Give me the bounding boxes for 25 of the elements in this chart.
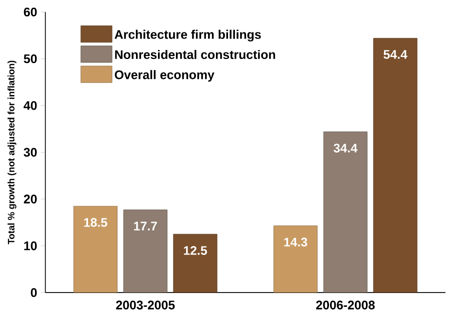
data-label: 14.3 [284,238,308,246]
legend-label: Architecture firm billings [114,30,261,42]
x-tick-label: 2003-2005 [116,300,175,310]
y-tick-label: 50 [24,54,37,64]
data-label: 17.7 [134,222,157,230]
legend-label: Nonresidental construction [115,50,276,60]
bar [173,234,218,293]
data-label: 12.5 [184,246,207,255]
bar [323,131,368,293]
x-tick-label: 2006-2008 [316,300,375,310]
y-tick-label: 10 [24,241,37,250]
bar [373,38,418,293]
y-tick-label: 30 [24,148,37,157]
legend-label: Overall economy [114,70,214,82]
y-axis-title: Total % growth (not adjusted for inflation) [8,60,16,244]
y-tick-label: 60 [24,8,37,16]
y-tick-label: 20 [24,194,37,204]
bar [273,225,318,293]
y-tick-label: 0 [30,288,37,297]
bar [123,210,168,293]
y-tick-label: 40 [24,101,37,110]
data-label: 54.4 [384,50,408,59]
bar [73,206,118,293]
data-label: 34.4 [334,144,358,152]
data-label: 18.5 [84,218,108,227]
